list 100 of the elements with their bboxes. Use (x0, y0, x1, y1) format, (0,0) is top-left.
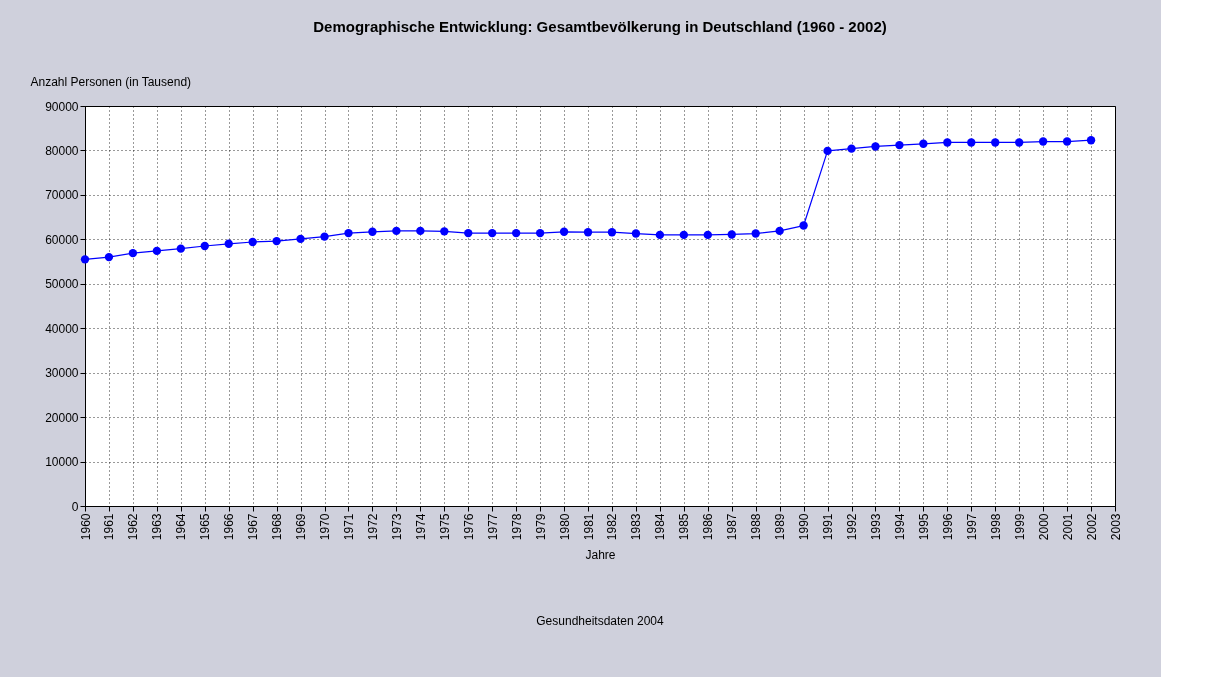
point (176, 244, 185, 253)
y-tick-label: 40000 (45, 321, 79, 336)
x-tick-label: 1970 (318, 513, 333, 541)
x-tick-label: 1967 (246, 513, 261, 541)
point (583, 228, 593, 237)
x-tick-label: 1998 (988, 513, 1003, 541)
y-tick-label: 70000 (45, 188, 79, 203)
point (464, 228, 473, 238)
x-tick-label: 2001 (1060, 513, 1075, 541)
x-tick-label: 1973 (389, 513, 404, 541)
x-tick-label: 1978 (509, 513, 524, 541)
x-tick-label: 1968 (270, 513, 285, 541)
point (679, 230, 689, 240)
point (871, 142, 880, 151)
point (128, 248, 138, 258)
chart-title: Demographische Entwicklung: Gesamtbevölkerung in Deutschland (1960 - 2002) (313, 18, 887, 35)
x-tick-label: 1965 (198, 513, 213, 541)
point (344, 228, 353, 238)
point (895, 140, 904, 150)
y-tick-label: 10000 (45, 455, 79, 470)
point (991, 138, 1000, 147)
x-tick-label: 1991 (821, 513, 836, 541)
text: Gesundheitsdaten 2004 (536, 614, 665, 628)
point (392, 226, 401, 236)
x-tick-label: 1961 (102, 513, 117, 541)
point (847, 144, 856, 153)
x-tick-label: 1996 (940, 513, 955, 541)
y-tick-label: 60000 (45, 232, 79, 247)
x-tick-label: 1966 (222, 513, 237, 541)
point (104, 252, 114, 262)
x-tick-label: 1976 (461, 513, 476, 541)
x-tick-label: 1986 (701, 513, 716, 541)
point (200, 241, 209, 251)
y-tick-label: 80000 (45, 143, 79, 158)
x-tick-label: 1979 (533, 513, 548, 541)
x-tick-label: 1983 (629, 513, 644, 541)
point (751, 229, 760, 238)
point (943, 138, 952, 147)
point (727, 230, 736, 239)
point (703, 230, 712, 240)
point (152, 246, 162, 256)
x-tick-label: 1995 (916, 513, 931, 541)
y-tick-label: 20000 (45, 410, 79, 425)
x-tick-label: 1984 (653, 513, 668, 541)
point (655, 230, 665, 240)
x-tick-label: 1993 (868, 513, 883, 541)
point (296, 234, 305, 244)
x-tick-label: 1972 (365, 513, 380, 541)
y-tick-label: 30000 (45, 366, 79, 381)
point (511, 228, 521, 238)
x-tick-label: 1987 (725, 513, 740, 541)
point (919, 139, 928, 148)
point (248, 237, 257, 247)
point (1015, 138, 1024, 147)
point (823, 146, 832, 156)
point (631, 229, 641, 238)
point (535, 228, 545, 238)
x-tick-label: 1982 (605, 513, 620, 541)
point (1086, 136, 1096, 145)
point (559, 227, 569, 236)
point (272, 236, 281, 246)
point (440, 227, 449, 236)
x-tick-label: 1975 (437, 513, 452, 541)
x-tick-label: 1960 (78, 513, 93, 541)
y-tick-label: 50000 (45, 277, 79, 292)
point (488, 228, 497, 238)
x-tick-label: 2002 (1084, 513, 1099, 541)
point (368, 227, 377, 236)
point (799, 221, 808, 230)
x-tick-label: 1977 (485, 513, 500, 541)
x-tick-label: 1989 (773, 513, 788, 541)
x-tick-label: 1988 (749, 513, 764, 541)
x-tick-label: 1962 (126, 513, 141, 541)
point (320, 232, 329, 241)
y-tick-label: 90000 (45, 99, 79, 114)
point (607, 228, 617, 237)
x-tick-label: 2003 (1108, 513, 1123, 541)
point (1062, 137, 1072, 146)
point (416, 226, 425, 236)
x-tick-label: 1985 (677, 513, 692, 541)
x-tick-label: 2000 (1036, 513, 1051, 541)
y-axis-title: Anzahl Personen (in Tausend) (30, 74, 192, 89)
x-tick-label: 1992 (845, 513, 860, 541)
x-tick-label: 1964 (174, 513, 189, 541)
x-tick-label: 1997 (964, 513, 979, 541)
x-tick-label: 1999 (1012, 513, 1027, 541)
x-tick-label: 1994 (892, 513, 907, 541)
x-tick-label: 1974 (413, 513, 428, 541)
x-axis-title: Jahre (585, 548, 616, 563)
point (775, 226, 784, 236)
x-tick-label: 1980 (557, 513, 572, 541)
x-tick-label: 1971 (341, 513, 356, 541)
point (224, 239, 233, 248)
point (967, 138, 976, 147)
x-tick-label: 1969 (294, 513, 309, 541)
point (80, 255, 90, 264)
y-tick-label: 0 (71, 499, 79, 514)
x-tick-label: 1990 (797, 513, 812, 541)
point (1038, 137, 1048, 146)
x-tick-label: 1963 (150, 513, 165, 541)
